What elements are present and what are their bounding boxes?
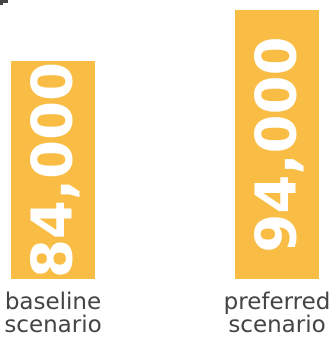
- cropped-title-fragment: [0, 0, 8, 5]
- labels-layer: 84,000baselinescenario94,000preferredsce…: [4, 36, 330, 338]
- category-label-0-line-1: scenario: [4, 312, 101, 338]
- bar-0: [11, 61, 95, 279]
- bars-layer: [11, 10, 319, 279]
- bar-value-label-1: 94,000: [245, 36, 310, 252]
- bar-1: [235, 10, 319, 279]
- category-label-1-line-1: scenario: [228, 312, 325, 338]
- bar-value-label-0: 84,000: [21, 62, 86, 278]
- category-label-1-line-0: preferred: [224, 289, 331, 315]
- category-label-0-line-0: baseline: [5, 289, 101, 315]
